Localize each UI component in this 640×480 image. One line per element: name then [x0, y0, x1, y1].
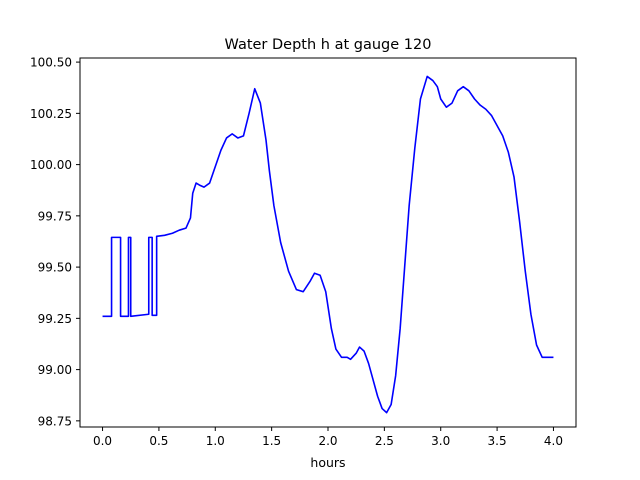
x-axis-label: hours [310, 455, 345, 470]
y-tick-label: 99.00 [38, 363, 72, 377]
x-tick-label: 1.5 [262, 434, 281, 448]
x-tick-label: 3.0 [431, 434, 450, 448]
series-line-0 [102, 75, 554, 414]
x-tick-label: 0.0 [93, 434, 112, 448]
y-tick-label: 100.50 [30, 56, 72, 70]
y-tick-label: 100.00 [30, 158, 72, 172]
y-tick-label: 98.75 [38, 414, 72, 428]
x-axis: 0.0 0.5 1.0 1.5 2.0 2.5 3.0 3.5 4.0 [93, 427, 563, 448]
x-tick-label: 1.0 [206, 434, 225, 448]
x-tick-label: 4.0 [544, 434, 563, 448]
plot-area [102, 75, 554, 414]
y-tick-label: 100.25 [30, 107, 72, 121]
y-tick-label: 99.75 [38, 209, 72, 223]
y-tick-label: 99.25 [38, 312, 72, 326]
y-axis: 98.75 99.00 99.25 99.50 99.75 100.00 100.25 100… [30, 56, 80, 428]
x-tick-label: 0.5 [149, 434, 168, 448]
x-tick-label: 3.5 [488, 434, 507, 448]
x-tick-label: 2.0 [318, 434, 337, 448]
chart-title: Water Depth h at gauge 120 [225, 37, 432, 53]
y-tick-label: 99.50 [38, 261, 72, 275]
x-tick-label: 2.5 [375, 434, 394, 448]
